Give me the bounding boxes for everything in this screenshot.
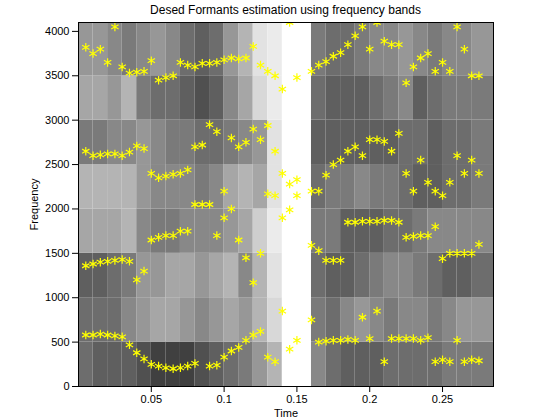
svg-text:0.1: 0.1 bbox=[216, 393, 231, 405]
svg-text:0: 0 bbox=[63, 380, 69, 392]
svg-text:0.2: 0.2 bbox=[362, 393, 377, 405]
svg-text:500: 500 bbox=[51, 336, 69, 348]
svg-text:4000: 4000 bbox=[45, 25, 69, 37]
html-text:Desed Formants estimation usin: Desed Formants estimation using frequenc… bbox=[150, 3, 421, 17]
svg-text:1500: 1500 bbox=[45, 247, 69, 259]
svg-text:2000: 2000 bbox=[45, 202, 69, 214]
svg-text:0.25: 0.25 bbox=[432, 393, 453, 405]
svg-text:1000: 1000 bbox=[45, 291, 69, 303]
svg-text:0.15: 0.15 bbox=[286, 393, 307, 405]
svg-text:Frequency: Frequency bbox=[28, 178, 40, 230]
svg-text:3000: 3000 bbox=[45, 114, 69, 126]
svg-text:0.05: 0.05 bbox=[141, 393, 162, 405]
svg-text:2500: 2500 bbox=[45, 158, 69, 170]
svg-text:3500: 3500 bbox=[45, 69, 69, 81]
svg-text:Time: Time bbox=[274, 407, 298, 419]
